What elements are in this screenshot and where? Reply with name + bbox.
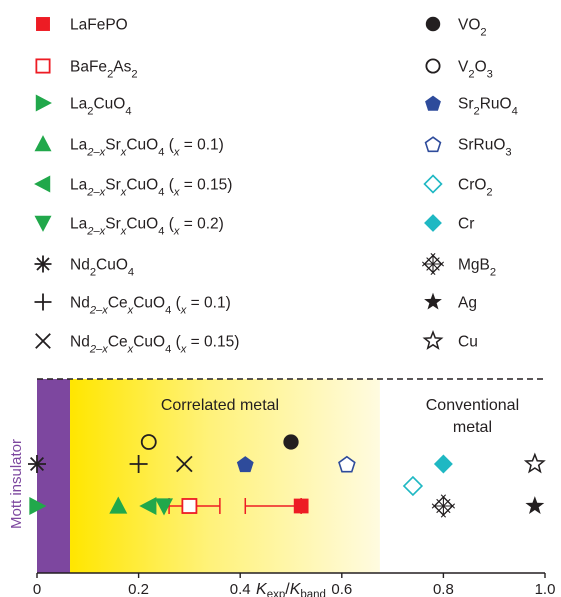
legend-marker-sr2ruo4 xyxy=(425,95,441,111)
legend-item-nd2-xcexcuo4-x-0-1: Nd2–xCexCuO4 (x = 0.1) xyxy=(34,293,231,317)
legend-item-nd2-xcexcuo4-x-0-15: Nd2–xCexCuO4 (x = 0.15) xyxy=(35,333,239,356)
legend-marker-mgb2 xyxy=(421,252,445,276)
legend-label-la2-xsrxcuo4-x-0-15: La2–xSrxCuO4 (x = 0.15) xyxy=(70,177,232,199)
legend-label-cu: Cu xyxy=(458,334,478,351)
point-nd2-xcexcuo4-x-0-1 xyxy=(129,455,148,473)
legend-label-mgb2: MgB2 xyxy=(458,257,496,279)
legend-item-cro2: CrO2 xyxy=(423,174,493,199)
legend-marker-v2o3 xyxy=(425,58,441,74)
x-axis: 0 0.2 0.4 0.6 0.8 1.0 xyxy=(33,572,556,597)
x-tick-label: 0.4 xyxy=(230,581,251,597)
legend-item-v2o3: V2O3 xyxy=(425,58,493,81)
legend-item-la2-xsrxcuo4-x-0-1: La2–xSrxCuO4 (x = 0.1) xyxy=(34,135,224,159)
point-cr xyxy=(433,454,453,474)
legend-marker-vo2 xyxy=(425,16,441,32)
x-tick-label: 1.0 xyxy=(535,581,556,597)
legend-label-v2o3: V2O3 xyxy=(458,59,493,81)
legend-item-cr: Cr xyxy=(424,214,474,233)
legend-item-vo2: VO2 xyxy=(425,16,487,39)
legend-item-lafepo: LaFePO xyxy=(36,17,128,34)
point-sr2ruo4 xyxy=(236,456,254,473)
point-bafe2as2 xyxy=(181,498,198,514)
point-v2o3 xyxy=(140,434,157,450)
legend-marker-srruo3 xyxy=(424,136,442,153)
point-cro2 xyxy=(402,475,424,497)
legend-marker-nd2-xcexcuo4-x-0-1 xyxy=(34,293,52,311)
plot-area: Correlated metal Conventional metal Mott in… xyxy=(8,378,556,597)
legend-marker-lafepo xyxy=(36,17,50,31)
x-axis-label: Kexp/Kband xyxy=(256,581,326,597)
legend-item-bafe2as2: BaFe2As2 xyxy=(35,58,138,81)
x-tick-label: 0 xyxy=(33,581,41,597)
legend-marker-la2-xsrxcuo4-x-0-1 xyxy=(34,135,52,152)
point-la2-xsrxcuo4-x-0-1 xyxy=(109,496,128,514)
legend-label-nd2-xcexcuo4-x-0-1: Nd2–xCexCuO4 (x = 0.1) xyxy=(70,295,231,317)
legend-label-nd2cuo4: Nd2CuO4 xyxy=(70,257,134,279)
legend-label-nd2-xcexcuo4-x-0-15: Nd2–xCexCuO4 (x = 0.15) xyxy=(70,334,239,356)
point-cu xyxy=(523,452,546,474)
legend-marker-la2-xsrxcuo4-x-0-15 xyxy=(34,175,51,193)
legend-label-vo2: VO2 xyxy=(458,17,487,39)
legend-marker-la2cuo4 xyxy=(35,94,52,112)
legend-marker-cu xyxy=(422,329,444,350)
legend-label-lafepo: LaFePO xyxy=(70,17,128,34)
point-mgb2 xyxy=(431,494,456,518)
legend-item-nd2cuo4: Nd2CuO4 xyxy=(34,255,134,279)
conventional-metal-label-1: Conventional xyxy=(426,397,519,414)
legend-marker-bafe2as2 xyxy=(35,58,51,74)
point-lafepo xyxy=(293,498,309,514)
legend-item-sr2ruo4: Sr2RuO4 xyxy=(425,96,518,118)
point-ag xyxy=(525,496,545,515)
x-tick-label: 0.2 xyxy=(128,581,149,597)
point-srruo3 xyxy=(338,455,356,473)
legend-item-srruo3: SrRuO3 xyxy=(424,136,512,159)
point-la2cuo4 xyxy=(29,497,47,515)
legend-marker-nd2-xcexcuo4-x-0-15 xyxy=(35,333,51,349)
x-tick-label: 0.6 xyxy=(331,581,352,597)
legend-label-la2-xsrxcuo4-x-0-1: La2–xSrxCuO4 (x = 0.1) xyxy=(70,137,224,159)
legend-item-la2-xsrxcuo4-x-0-15: La2–xSrxCuO4 (x = 0.15) xyxy=(34,175,232,199)
point-la2-xsrxcuo4-x-0-2 xyxy=(155,498,173,516)
legend-marker-ag xyxy=(424,292,442,310)
legend-marker-la2-xsrxcuo4-x-0-2 xyxy=(34,215,52,232)
legend-label-la2cuo4: La2CuO4 xyxy=(70,96,132,118)
legend-marker-cr xyxy=(424,214,442,232)
legend-label-cr: Cr xyxy=(458,216,474,233)
point-nd2cuo4 xyxy=(28,455,46,473)
legend-label-srruo3: SrRuO3 xyxy=(458,137,512,159)
legend-item-la2-xsrxcuo4-x-0-2: La2–xSrxCuO4 (x = 0.2) xyxy=(34,215,224,238)
correlated-metal-region xyxy=(70,379,380,573)
legend-item-ag: Ag xyxy=(424,292,477,312)
point-vo2 xyxy=(283,434,299,450)
legend-item-cu: Cu xyxy=(422,329,478,351)
legend: LaFePO BaFe2As2 La2CuO4 La2–xSrxCuO4 (x = 0… xyxy=(34,17,518,356)
mott-insulator-label: Mott insulator xyxy=(8,439,25,529)
conventional-metal-label-2: metal xyxy=(453,419,492,436)
mott-insulator-region xyxy=(37,379,71,573)
legend-marker-cro2 xyxy=(423,174,443,194)
legend-label-cro2: CrO2 xyxy=(458,177,493,199)
legend-item-la2cuo4: La2CuO4 xyxy=(35,94,132,118)
legend-marker-nd2cuo4 xyxy=(34,255,52,273)
correlated-metal-label: Correlated metal xyxy=(161,397,279,414)
point-nd2-xcexcuo4-x-0-15 xyxy=(176,455,193,473)
legend-label-la2-xsrxcuo4-x-0-2: La2–xSrxCuO4 (x = 0.2) xyxy=(70,216,224,238)
point-la2-xsrxcuo4-x-0-15 xyxy=(139,497,157,515)
legend-item-mgb2: MgB2 xyxy=(421,252,496,279)
legend-label-ag: Ag xyxy=(458,295,477,312)
x-tick-label: 0.8 xyxy=(433,581,454,597)
legend-label-bafe2as2: BaFe2As2 xyxy=(70,59,138,81)
legend-label-sr2ruo4: Sr2RuO4 xyxy=(458,96,518,118)
